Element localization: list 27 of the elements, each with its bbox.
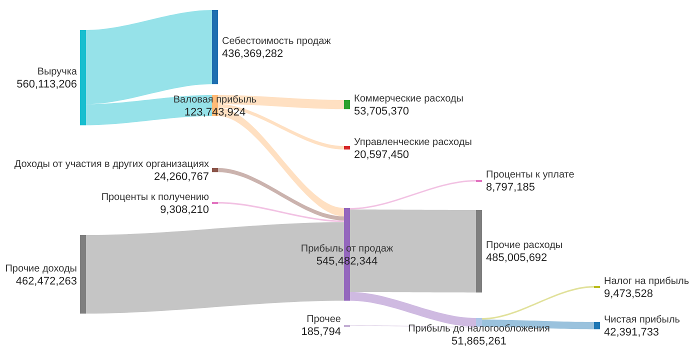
- category-label: Выручка: [37, 66, 78, 78]
- data-label: 51,865,261: [451, 335, 507, 348]
- data-label: 185,794: [301, 326, 341, 338]
- data-label: 9,473,528: [604, 288, 653, 300]
- category-label: Прочие расходы: [486, 240, 563, 252]
- category-label: Себестоимость продаж: [222, 36, 332, 48]
- data-label: 560,113,206: [16, 78, 77, 91]
- data-label: 53,705,370: [354, 106, 410, 118]
- data-label: 20,597,450: [354, 148, 410, 161]
- category-label: Управленческие расходы: [354, 136, 472, 148]
- category-label: Прочее: [306, 314, 342, 326]
- category-label: Налог на прибыль: [604, 276, 690, 287]
- category-label: Прочие доходы: [5, 263, 77, 274]
- data-label: 9,308,210: [160, 204, 209, 216]
- data-label: 42,391,733: [604, 326, 660, 339]
- category-label: Проценты к уплате: [486, 170, 575, 181]
- category-label: Проценты к получению: [101, 192, 210, 203]
- category-label: Прибыль до налогообложения: [408, 323, 550, 334]
- category-label: Чистая прибыль: [604, 314, 680, 326]
- data-label: 8,797,185: [486, 182, 535, 194]
- data-label: 485,005,692: [486, 252, 548, 264]
- category-label: Коммерческие расходы: [354, 94, 464, 105]
- data-label: 462,472,263: [16, 275, 77, 288]
- data-label: 436,369,282: [222, 48, 284, 60]
- data-label: 24,260,767: [154, 171, 209, 184]
- category-label: Доходы от участия в других организациях: [14, 159, 209, 170]
- data-label: 123,743,924: [184, 106, 246, 119]
